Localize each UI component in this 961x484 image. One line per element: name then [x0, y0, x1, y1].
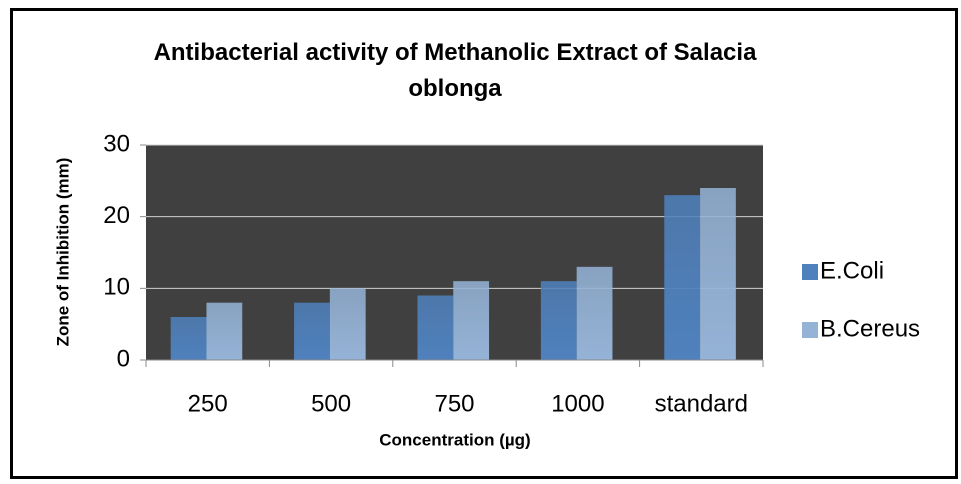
y-tick-label: 10 — [103, 274, 130, 301]
legend-label: B.Cereus — [820, 315, 920, 342]
x-tick-label: 750 — [434, 390, 474, 417]
bar — [294, 302, 330, 360]
x-tick-label: 1000 — [551, 390, 604, 417]
bar — [453, 281, 490, 360]
title-box: Antibacterial activity of Methanolic Ext… — [153, 39, 757, 102]
x-tick-label: 250 — [188, 390, 228, 417]
bar — [170, 317, 207, 360]
legend-swatch — [802, 322, 818, 338]
x-axis-label: Concentration (µg) — [379, 430, 530, 449]
bar — [700, 188, 736, 360]
x-tick-label: standard — [655, 390, 748, 417]
bar — [329, 288, 366, 360]
y-tick-label: 20 — [103, 202, 130, 229]
y-tick-label: 0 — [117, 345, 130, 372]
bar — [664, 195, 701, 360]
bar — [417, 295, 454, 360]
y-tick-label: 30 — [103, 130, 130, 157]
bar — [576, 266, 613, 360]
y-axis-label: Zone of Inhibition (mm) — [53, 158, 72, 347]
chart-title: Antibacterial activity of Methanolic Ext… — [153, 39, 757, 102]
bar — [540, 281, 577, 360]
bar — [206, 302, 243, 360]
x-tick-label: 500 — [311, 390, 351, 417]
legend-label: E.Coli — [820, 257, 884, 284]
legend-swatch — [802, 264, 818, 280]
